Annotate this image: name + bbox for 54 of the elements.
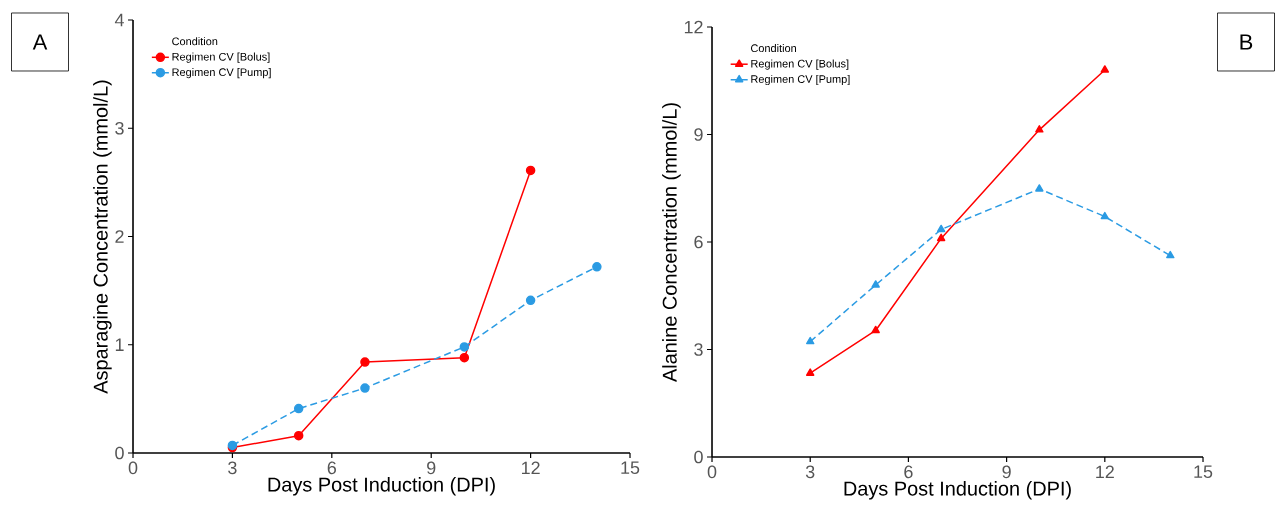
point <box>293 430 304 441</box>
x-tick-label: 12 <box>522 461 540 475</box>
legend-label: Regimen CV [Bolus] <box>172 52 270 63</box>
y-tick-label: 2 <box>115 230 124 243</box>
x-axis-title: Days Post Induction (DPI) <box>268 477 495 496</box>
point <box>525 165 536 176</box>
legend-label: Regimen CV [Pump] <box>172 68 271 79</box>
point <box>936 224 946 233</box>
point <box>1100 211 1110 220</box>
x-tick-label: 6 <box>327 461 337 475</box>
x-tick-label: 9 <box>427 461 436 475</box>
x-tick-label: 15 <box>1194 465 1213 479</box>
y-axis-title: Asparagine Concentration (mmol/L) <box>93 80 112 394</box>
point <box>592 262 602 272</box>
y-axis-title: Alanine Concentration (mmol/L) <box>662 103 681 383</box>
x-tick-label: 0 <box>707 465 717 479</box>
legend-title: Condition <box>750 44 796 53</box>
x-tick-label: 3 <box>805 465 815 479</box>
point <box>360 357 370 367</box>
point <box>360 383 370 393</box>
point <box>1035 125 1044 133</box>
x-tick-label: 9 <box>1002 465 1011 479</box>
y-tick-label: 0 <box>694 450 703 464</box>
y-tick-label: 3 <box>115 121 124 135</box>
x-tick-label: 6 <box>904 465 913 479</box>
point <box>1035 184 1044 192</box>
text: A <box>32 34 48 50</box>
y-tick-label: 6 <box>694 235 703 249</box>
legend-title: Condition <box>172 37 218 46</box>
y-tick-label: 1 <box>115 338 124 351</box>
point <box>871 325 880 334</box>
point <box>871 280 880 288</box>
y-tick-label: 9 <box>694 128 703 141</box>
y-tick-label: 3 <box>694 343 703 356</box>
y-tick-label: 12 <box>684 20 703 34</box>
point <box>806 336 815 345</box>
point <box>806 368 815 376</box>
x-tick-label: 3 <box>228 461 237 475</box>
point <box>1100 65 1110 73</box>
text: B <box>1240 34 1253 50</box>
x-tick-label: 15 <box>621 461 640 475</box>
x-axis-title: Days Post Induction (DPI) <box>844 481 1071 500</box>
y-tick-label: 4 <box>114 13 124 27</box>
x-tick-label: 12 <box>1096 465 1114 479</box>
point <box>936 233 946 242</box>
point <box>459 342 470 352</box>
legend-label: Regimen CV [Pump] <box>751 74 850 86</box>
legend-label: Regimen CV [Bolus] <box>751 59 849 70</box>
point <box>293 403 304 414</box>
x-tick-label: 0 <box>128 461 138 475</box>
point <box>459 352 470 363</box>
y-tick-label: 0 <box>115 446 124 460</box>
point <box>1166 250 1175 259</box>
point <box>525 295 536 306</box>
